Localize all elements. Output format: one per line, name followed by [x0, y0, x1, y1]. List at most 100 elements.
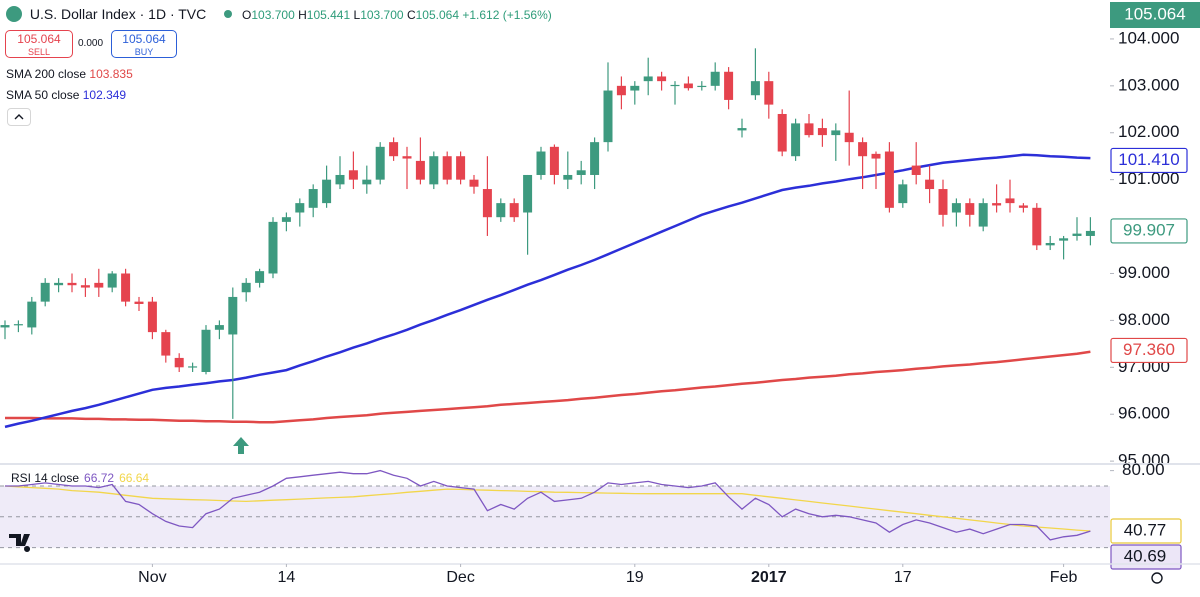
candle-body: [121, 273, 131, 302]
tv-logo: [9, 534, 31, 552]
candle-body: [147, 301, 157, 333]
candle-body: [375, 146, 385, 180]
y-tick-label: 98.000: [1118, 310, 1170, 329]
y-tick-label: 102.000: [1118, 122, 1179, 141]
legend-name: SMA 200 close: [6, 67, 87, 81]
candle-body: [777, 113, 787, 152]
candle-body: [188, 366, 198, 368]
candle-body: [523, 174, 533, 213]
rsi-line: [4, 485, 1091, 532]
candle-body: [710, 71, 720, 86]
candle-body: [804, 123, 814, 136]
legend-sma50: SMA 50 close 102.349: [6, 88, 126, 102]
candle-body: [161, 332, 171, 356]
candle-body: [94, 282, 104, 288]
arrow-marker: [233, 437, 249, 454]
candle-body: [1005, 198, 1015, 204]
candle-body: [858, 142, 868, 157]
ohlc-key: O: [242, 8, 252, 22]
chevron-path: [14, 114, 24, 120]
candle-body: [925, 179, 935, 190]
candle-body: [40, 282, 50, 302]
candle-body: [697, 85, 707, 88]
rsi-badge-label: 40.77: [1124, 521, 1167, 540]
buy-button[interactable]: 105.064 BUY: [111, 30, 177, 58]
candle-body: [764, 81, 774, 105]
price-badge-label: 99.907: [1123, 220, 1175, 239]
candle-body: [643, 76, 653, 82]
candle-body: [1032, 207, 1042, 246]
sell-price: 105.064: [17, 32, 61, 46]
legend-value: 102.349: [82, 88, 127, 102]
candle-body: [750, 81, 760, 96]
x-tick-label: Nov: [138, 569, 166, 586]
x-tick-label: 14: [278, 569, 296, 586]
candle-body: [965, 203, 975, 215]
candle-body: [308, 189, 318, 208]
candle-body: [630, 85, 640, 91]
candle-body: [831, 130, 841, 136]
sell-label: SELL: [27, 47, 51, 57]
x-tick-label: 17: [894, 569, 912, 586]
x-tick-label: 2017: [751, 569, 787, 586]
candle-body: [509, 203, 519, 218]
ohlc-value: 103.700: [251, 8, 295, 22]
candle-body: [616, 85, 626, 96]
symbol-title: U.S. Dollar Index · 1D · TVC: [29, 6, 207, 22]
candle-body: [201, 329, 211, 372]
candle-body: [603, 90, 613, 143]
candle-body: [1059, 238, 1069, 241]
ohlc-key: H: [298, 8, 307, 22]
y-tick-label: 80.00: [1122, 460, 1165, 479]
collapse-button[interactable]: [7, 108, 31, 126]
candle-body: [389, 142, 399, 157]
candle-body: [322, 179, 332, 204]
candle-body: [1072, 233, 1082, 236]
spread: 0.000: [78, 38, 104, 49]
buy-price: 105.064: [122, 32, 166, 46]
candle-body: [0, 325, 10, 328]
ohlc-value: 103.700: [360, 8, 404, 22]
price-badge-label: 101.410: [1118, 150, 1179, 169]
candle-body: [724, 71, 734, 100]
candle-body: [657, 76, 667, 82]
sell-button[interactable]: 105.064 SELL: [5, 30, 73, 58]
top-badge-bg: [1110, 2, 1200, 28]
x-tick-label: Feb: [1050, 569, 1078, 586]
rsi-legend-name: RSI 14 close: [11, 471, 79, 485]
candle-body: [536, 151, 546, 175]
candle-body: [884, 151, 894, 208]
candle-body: [214, 325, 224, 330]
candle-body: [482, 189, 492, 218]
candle-body: [992, 203, 1002, 206]
candle-body: [255, 271, 265, 283]
candle-body: [107, 273, 117, 288]
candle-body: [54, 282, 64, 286]
legend-sma200: SMA 200 close 103.835: [6, 67, 133, 81]
candle-body: [13, 324, 23, 326]
rsi-legend-value: 66.64: [119, 471, 149, 485]
rsi-badge: [1110, 518, 1182, 544]
candle-body: [978, 203, 988, 227]
y-tick-label: 99.000: [1118, 263, 1170, 282]
candle-body: [268, 221, 278, 274]
candle-body: [576, 170, 586, 175]
change: +1.612 (+1.56%): [462, 8, 552, 22]
candle-body: [295, 203, 305, 213]
candle-body: [871, 153, 881, 159]
y-tick-label: 104.000: [1118, 28, 1179, 47]
candle-body: [469, 179, 479, 187]
legend-value: 103.835: [89, 67, 133, 81]
buy-label: BUY: [134, 47, 154, 57]
candle-body: [817, 128, 827, 136]
candle-body: [174, 357, 184, 368]
ohlc-key: C: [406, 8, 416, 22]
price-badge: [1110, 218, 1188, 244]
candle-body: [281, 217, 291, 222]
price-badge: [1110, 147, 1188, 174]
candle-body: [456, 156, 466, 180]
y-tick-label: 103.000: [1118, 75, 1179, 94]
y-tick-label: 96.000: [1118, 404, 1170, 423]
candle-body: [134, 301, 144, 304]
